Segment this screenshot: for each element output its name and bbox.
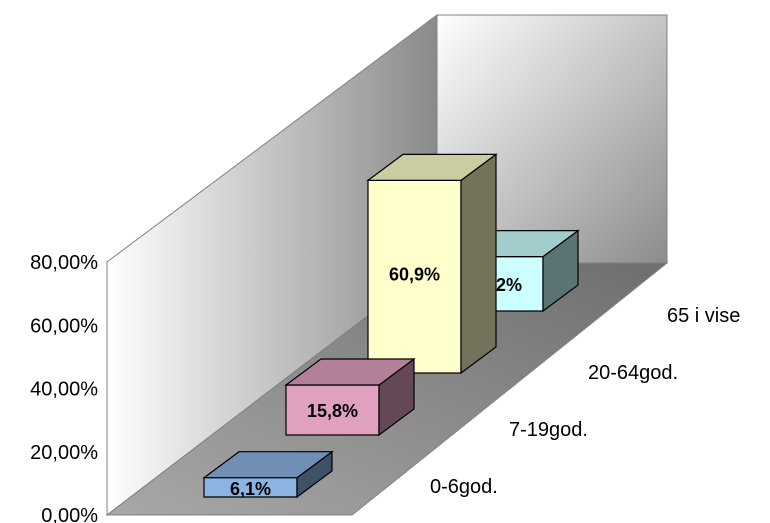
y-tick-label: 20,00%	[30, 442, 98, 464]
category-label: 20-64god.	[588, 362, 678, 384]
bar-1: 6,1%	[202, 450, 334, 499]
bar-side-face	[460, 153, 497, 375]
data-label: 15,8%	[307, 401, 358, 421]
y-tick-label: 0,00%	[41, 505, 98, 523]
bars: 17,2%60,9%15,8%6,1%	[202, 153, 580, 499]
category-label: 7-19god.	[509, 419, 588, 441]
y-tick-label: 40,00%	[30, 379, 98, 401]
bar-top-face	[202, 451, 334, 479]
bar-2: 15,8%	[284, 357, 416, 437]
value-axis: 0,00% 20,00% 40,00% 60,00% 80,00%	[30, 252, 98, 523]
bar-3: 60,9%	[366, 153, 498, 375]
data-label: 60,9%	[389, 264, 440, 284]
y-tick-label: 80,00%	[30, 252, 98, 274]
category-label: 65 i vise	[667, 305, 740, 327]
y-tick-label: 60,00%	[30, 315, 98, 337]
category-label: 0-6god.	[430, 476, 498, 498]
bar-top-face	[366, 153, 498, 182]
data-label: 6,1%	[230, 479, 271, 499]
category-axis: 0-6god. 7-19god. 20-64god. 65 i vise	[430, 305, 740, 498]
bar-top-face	[284, 358, 416, 386]
